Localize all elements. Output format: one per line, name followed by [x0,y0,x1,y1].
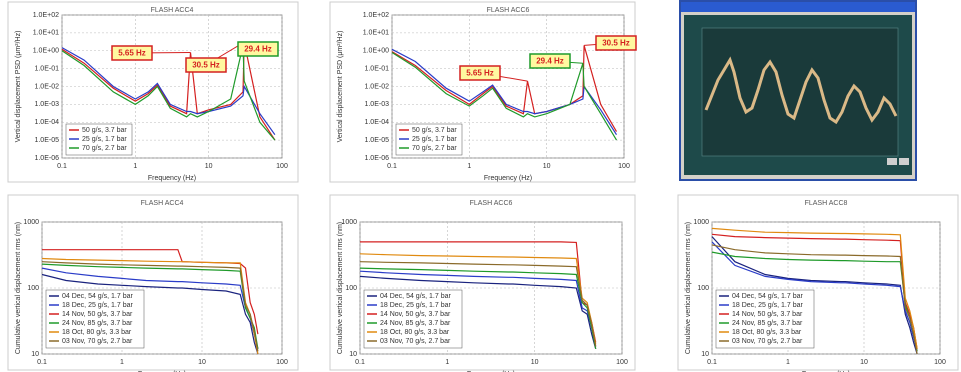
y-tick-label: 100 [345,285,357,292]
y-tick-label: 1.0E-02 [34,83,59,90]
legend-label: 50 g/s, 3.7 bar [82,127,127,134]
legend-label: 50 g/s, 3.7 bar [412,127,457,134]
annotation-text: 30.5 Hz [602,39,630,48]
x-axis-label: Frequency (Hz) [148,175,196,182]
y-tick-label: 1.0E-01 [34,65,59,72]
y-tick-label: 1.0E-02 [364,83,389,90]
x-tick-label: 0.1 [707,359,717,366]
legend-label: 18 Oct, 80 g/s, 3.3 bar [380,329,450,336]
chart-title: FLASH ACC6 [487,7,530,14]
x-tick-label: 100 [276,359,288,366]
y-tick-label: 1000 [23,219,39,226]
scope-window [680,1,916,180]
y-tick-label: 1.0E+00 [363,48,389,55]
x-tick-label: 1 [786,359,790,366]
x-tick-label: 100 [616,359,628,366]
y-tick-label: 1.0E-06 [34,155,59,162]
legend-label: 70 g/s, 2.7 bar [412,145,457,152]
scope-button[interactable] [887,158,897,165]
chart-title: FLASH ACC8 [805,200,848,207]
legend-label: 18 Dec, 25 g/s, 1.7 bar [62,302,133,309]
legend-label: 25 g/s, 1.7 bar [412,136,457,143]
y-tick-label: 1.0E-05 [34,137,59,144]
y-tick-label: 1.0E-03 [364,101,389,108]
x-tick-label: 10 [205,163,213,170]
y-tick-label: 10 [701,351,709,358]
scope-button[interactable] [899,158,909,165]
y-tick-label: 1.0E+02 [33,12,59,19]
y-tick-label: 1.0E-01 [364,65,389,72]
chart-title: FLASH ACC4 [141,200,184,207]
x-tick-label: 1 [467,163,471,170]
y-axis-label: Cumulative vertical displacement rms (nm… [337,222,344,354]
x-tick-label: 100 [934,359,946,366]
annotation-text: 5.65 Hz [118,49,146,58]
x-tick-label: 0.1 [37,359,47,366]
y-tick-label: 1.0E-04 [34,119,59,126]
x-tick-label: 1 [120,359,124,366]
x-tick-label: 1 [133,163,137,170]
y-axis-label: Cumulative vertical displacement rms (nm… [685,222,692,354]
y-axis-label: Vertical displacement PSD (μm²/Hz) [337,31,344,143]
y-tick-label: 10 [31,351,39,358]
legend-label: 03 Nov, 70 g/s, 2.7 bar [732,338,803,345]
legend-label: 24 Nov, 85 g/s, 3.7 bar [732,320,803,327]
y-tick-label: 1.0E-04 [364,119,389,126]
y-tick-label: 1.0E+01 [33,30,59,37]
legend-label: 18 Oct, 80 g/s, 3.3 bar [732,329,802,336]
annotation-text: 29.4 Hz [536,57,564,66]
x-tick-label: 100 [618,163,630,170]
legend-label: 14 Nov, 50 g/s, 3.7 bar [62,311,133,318]
y-tick-label: 1000 [341,219,357,226]
legend-label: 25 g/s, 1.7 bar [82,136,127,143]
y-tick-label: 1.0E-03 [34,101,59,108]
legend-label: 70 g/s, 2.7 bar [82,145,127,152]
legend-label: 14 Nov, 50 g/s, 3.7 bar [380,311,451,318]
legend-label: 04 Dec, 54 g/s, 1.7 bar [380,293,451,300]
legend-label: 03 Nov, 70 g/s, 2.7 bar [380,338,451,345]
x-tick-label: 1 [445,359,449,366]
x-tick-label: 0.1 [57,163,67,170]
legend-label: 18 Dec, 25 g/s, 1.7 bar [380,302,451,309]
y-tick-label: 1.0E-05 [364,137,389,144]
annotation-text: 29.4 Hz [244,45,272,54]
legend-label: 18 Dec, 25 g/s, 1.7 bar [732,302,803,309]
x-tick-label: 100 [276,163,288,170]
legend-label: 04 Dec, 54 g/s, 1.7 bar [62,293,133,300]
y-tick-label: 1.0E-06 [364,155,389,162]
legend-label: 14 Nov, 50 g/s, 3.7 bar [732,311,803,318]
chart-title: FLASH ACC4 [151,7,194,14]
annotation-text: 30.5 Hz [192,61,220,70]
scope-plot [702,28,898,156]
y-tick-label: 100 [27,285,39,292]
y-axis-label: Cumulative vertical displacement rms (nm… [15,222,22,354]
legend-label: 24 Nov, 85 g/s, 3.7 bar [380,320,451,327]
x-tick-label: 10 [543,163,551,170]
window-title-bar [681,2,915,12]
chart-title: FLASH ACC6 [470,200,513,207]
x-tick-label: 10 [531,359,539,366]
legend-label: 04 Dec, 54 g/s, 1.7 bar [732,293,803,300]
y-tick-label: 1.0E+02 [363,12,389,19]
x-tick-label: 0.1 [355,359,365,366]
y-tick-label: 1.0E+01 [363,30,389,37]
x-axis-label: Frequency (Hz) [484,175,532,182]
y-tick-label: 1000 [693,219,709,226]
y-tick-label: 1.0E+00 [33,48,59,55]
y-axis-label: Vertical displacement PSD (μm²/Hz) [15,31,22,143]
y-tick-label: 100 [697,285,709,292]
x-tick-label: 10 [198,359,206,366]
y-tick-label: 10 [349,351,357,358]
x-tick-label: 0.1 [387,163,397,170]
annotation-text: 5.65 Hz [466,69,494,78]
page: FLASH ACC4 Frequency (Hz) Vertical displac… [0,0,961,372]
legend-label: 18 Oct, 80 g/s, 3.3 bar [62,329,132,336]
legend-label: 24 Nov, 85 g/s, 3.7 bar [62,320,133,327]
x-tick-label: 10 [860,359,868,366]
legend-label: 03 Nov, 70 g/s, 2.7 bar [62,338,133,345]
